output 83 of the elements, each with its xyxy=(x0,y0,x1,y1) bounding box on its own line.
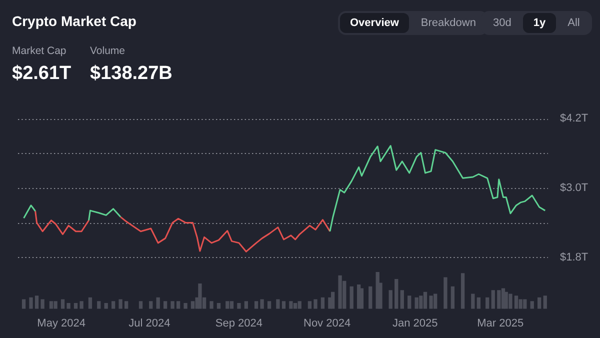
bar xyxy=(216,302,221,309)
bar xyxy=(260,299,264,309)
bar xyxy=(254,301,258,309)
bar xyxy=(66,302,70,309)
bar xyxy=(138,301,143,309)
y-tick-label: $4.2T xyxy=(560,112,588,125)
text: $138.27B xyxy=(90,63,172,85)
text: Volume xyxy=(90,45,126,57)
bar xyxy=(230,301,234,309)
y-tick-label: $3.0T xyxy=(560,182,588,194)
bar xyxy=(514,296,518,309)
bar xyxy=(320,297,325,309)
bar xyxy=(111,301,116,309)
x-tick-label: Jul 2024 xyxy=(128,317,170,330)
bar xyxy=(237,302,241,309)
bar xyxy=(118,299,122,309)
bar xyxy=(293,302,298,309)
bar xyxy=(518,299,522,309)
bar xyxy=(289,301,293,309)
bar xyxy=(388,290,392,309)
bar xyxy=(394,279,398,309)
bar xyxy=(267,301,272,309)
bar xyxy=(508,294,512,309)
bar xyxy=(408,296,412,309)
bar xyxy=(308,301,312,309)
bar xyxy=(444,277,448,309)
text: 30d xyxy=(492,16,512,31)
bar xyxy=(149,301,153,309)
bar xyxy=(97,301,101,309)
chart-title: Crypto Market Cap xyxy=(12,13,136,29)
bar xyxy=(450,286,455,309)
bar xyxy=(124,301,128,309)
bar xyxy=(338,275,342,309)
text: Market Cap xyxy=(12,45,66,57)
bar xyxy=(163,301,168,309)
text: Overview xyxy=(340,13,409,33)
bar xyxy=(276,299,280,309)
bar xyxy=(54,301,58,309)
bar xyxy=(104,302,108,309)
bar xyxy=(368,286,372,309)
bar xyxy=(491,290,495,309)
bar xyxy=(530,301,534,309)
bar xyxy=(226,301,230,309)
bar xyxy=(40,299,44,309)
bar xyxy=(460,273,465,309)
bar xyxy=(184,302,188,309)
bar xyxy=(298,301,302,309)
bar xyxy=(80,301,84,309)
x-tick-label: Jan 2025 xyxy=(392,317,438,330)
text: 1y xyxy=(523,13,556,33)
bar xyxy=(88,297,92,309)
bar xyxy=(282,301,286,309)
bar xyxy=(170,301,174,309)
bar xyxy=(176,301,180,309)
bar xyxy=(34,296,39,309)
bar xyxy=(198,283,202,309)
bar xyxy=(419,296,423,309)
bar xyxy=(429,296,433,309)
bar xyxy=(497,290,501,309)
bar xyxy=(414,297,418,309)
text: $2.61T xyxy=(12,63,72,85)
x-tick-label: May 2024 xyxy=(37,317,86,330)
bar xyxy=(74,302,78,309)
text: All xyxy=(566,16,581,31)
y-tick-label: $1.8T xyxy=(560,251,588,264)
bar xyxy=(330,292,335,309)
bar xyxy=(156,297,160,309)
bar xyxy=(22,299,26,309)
bar xyxy=(60,299,65,309)
bar xyxy=(29,297,33,309)
bar xyxy=(49,301,54,309)
x-tick-label: Sep 2024 xyxy=(215,317,263,330)
x-tick-label: Mar 2025 xyxy=(477,317,524,330)
x-tick-label: Nov 2024 xyxy=(304,317,351,330)
bar xyxy=(476,297,481,309)
bar xyxy=(350,286,354,309)
bar xyxy=(314,299,318,309)
bar xyxy=(244,301,248,309)
bar xyxy=(190,301,195,309)
bar xyxy=(210,301,214,309)
text: Breakdown xyxy=(420,16,477,31)
bar xyxy=(423,292,428,309)
bar xyxy=(360,288,364,309)
